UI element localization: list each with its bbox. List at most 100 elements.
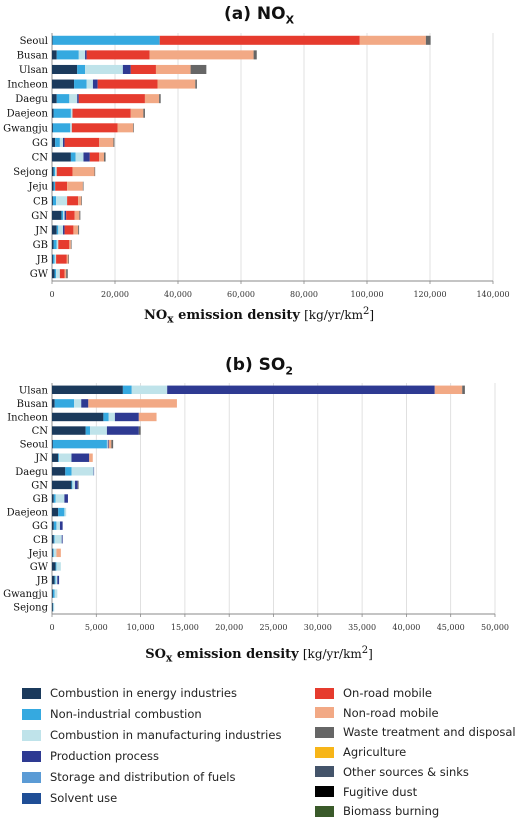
bar-segment-manuf	[106, 439, 108, 449]
bar-segment-manuf	[70, 123, 72, 133]
bar-segment-onroad	[55, 181, 68, 191]
bar-segment-manuf	[54, 535, 62, 544]
tick-label: 50,000	[481, 623, 509, 632]
bar-segment-energy	[52, 412, 104, 422]
bar-segment-nonind	[53, 167, 56, 177]
bar-segment-nonind	[52, 123, 71, 133]
tick-label: 60,000	[227, 290, 255, 299]
bar-segment-manuf	[56, 196, 68, 206]
bar-segment-onroad	[159, 35, 360, 45]
bar-segment-manuf	[59, 453, 72, 462]
legend-item-solvent: Solvent use	[22, 790, 117, 806]
category-label: Seoul	[20, 440, 48, 451]
tick-label: 35,000	[348, 623, 376, 632]
bar-segment-nonind	[54, 575, 56, 585]
bar-segment-manuf	[55, 575, 58, 585]
bar-segment-manuf	[131, 385, 168, 395]
bar-segment-waste	[82, 181, 84, 191]
bar-segment-onroad	[72, 108, 131, 118]
bar-segment-manuf	[56, 240, 59, 250]
bar-segment-energy	[52, 562, 56, 571]
category-label: Daejeon	[7, 109, 49, 120]
bar-segment-prod	[107, 439, 109, 449]
bar-segment-energy	[52, 167, 54, 177]
bar-segment-waste	[68, 254, 70, 264]
bar-segment-prod	[75, 480, 78, 490]
bar-segment-onroad	[66, 210, 75, 220]
bar-segment-nonind	[52, 439, 107, 449]
bar-segment-energy	[52, 453, 59, 462]
nox-chart: 0 20,000 40,000 60,000 80,000 100,000 120,000 1…	[3, 33, 510, 299]
category-label: CB	[33, 196, 48, 207]
legend-swatch	[315, 707, 334, 719]
bar-segment-energy	[52, 602, 53, 612]
bar-segment-nonind	[54, 399, 75, 408]
bar-segment-nonind	[77, 64, 86, 74]
legend-label: Waste treatment and disposal	[343, 725, 516, 740]
bar-segment-prod	[106, 426, 139, 435]
bar-segment-nonind	[85, 426, 91, 435]
legend-label: Biomass burning	[343, 804, 440, 819]
legend-label: Solvent use	[50, 791, 118, 805]
legend-label: Other sources & sinks	[343, 764, 469, 779]
bar-segment-onroad	[56, 167, 73, 177]
category-label: Sejong	[13, 167, 48, 178]
bar-segment-energy	[52, 240, 54, 250]
chart-a-title: (a) NOX	[223, 4, 295, 27]
legend-swatch	[315, 746, 334, 758]
legend-label: Storage and distribution of fuels	[50, 770, 236, 784]
category-label: Daegu	[15, 94, 48, 105]
bar-segment-prod	[77, 94, 79, 104]
bar-segment-nonroad	[359, 35, 426, 45]
bar-segment-energy	[52, 467, 66, 476]
bar-segment-manuf	[55, 494, 65, 503]
category-label: Jeju	[28, 548, 49, 559]
bar-segment-manuf	[56, 562, 61, 571]
legend-swatch	[315, 726, 334, 738]
bar-segment-manuf	[56, 521, 60, 530]
bar-segment-onroad	[89, 152, 100, 162]
bar-segment-waste	[462, 385, 465, 395]
bar-segment-nonind	[56, 225, 59, 235]
bar-segment-nonroad	[99, 137, 114, 147]
category-label: GN	[31, 480, 48, 491]
bar-segment-onroad	[130, 64, 156, 74]
bar-segment-nonind	[53, 181, 56, 191]
legend-swatch	[315, 786, 334, 797]
bar-segment-waste	[425, 35, 431, 45]
bar-segment-prod	[61, 535, 63, 544]
bar-segment-energy	[52, 108, 54, 118]
legend-label: Non-industrial combustion	[50, 707, 202, 721]
tick-label: 20,000	[101, 290, 129, 299]
bar-segment-nonind	[61, 210, 64, 220]
bar-segment-nonroad	[69, 240, 71, 250]
bar-segment-energy	[52, 480, 72, 490]
bar-segment-nonind	[53, 494, 56, 503]
bar-segment-nonroad	[72, 167, 95, 177]
bar-segment-energy	[52, 575, 55, 585]
bar-segment-onroad	[97, 79, 158, 89]
bar-segment-nonind	[55, 137, 60, 147]
category-label: Seoul	[20, 36, 48, 47]
category-label: JB	[36, 576, 48, 587]
bar-segment-nonind	[65, 467, 72, 476]
legend-swatch	[22, 750, 41, 762]
bar-segment-onroad	[67, 196, 79, 206]
bar-segment-energy	[52, 521, 54, 530]
bar-segment-nonroad	[78, 196, 82, 206]
legend-label: Combustion in energy industries	[50, 686, 237, 700]
bar-segment-nonroad	[89, 453, 93, 462]
category-label: Gwangju	[3, 123, 48, 134]
category-label: CN	[32, 153, 49, 164]
bar-segment-manuf	[72, 480, 76, 490]
category-label: CN	[32, 426, 49, 437]
tick-label: 120,000	[413, 290, 446, 299]
bar-segment-energy	[52, 589, 53, 598]
bar-segment-nonind	[52, 196, 57, 206]
bar-segment-waste	[138, 426, 141, 435]
bar-segment-manuf	[86, 79, 93, 89]
bar-segment-energy	[52, 181, 54, 191]
bar-segment-manuf	[69, 94, 78, 104]
bar-segment-energy	[52, 225, 57, 235]
bar-segment-waste	[159, 94, 161, 104]
